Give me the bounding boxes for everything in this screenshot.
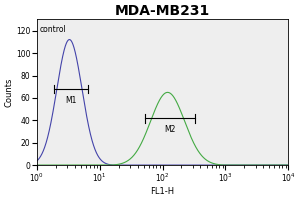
X-axis label: FL1-H: FL1-H bbox=[151, 187, 175, 196]
Text: M2: M2 bbox=[164, 125, 176, 134]
Text: control: control bbox=[40, 25, 67, 34]
Title: MDA-MB231: MDA-MB231 bbox=[115, 4, 210, 18]
Y-axis label: Counts: Counts bbox=[4, 78, 13, 107]
Text: M1: M1 bbox=[66, 96, 77, 105]
